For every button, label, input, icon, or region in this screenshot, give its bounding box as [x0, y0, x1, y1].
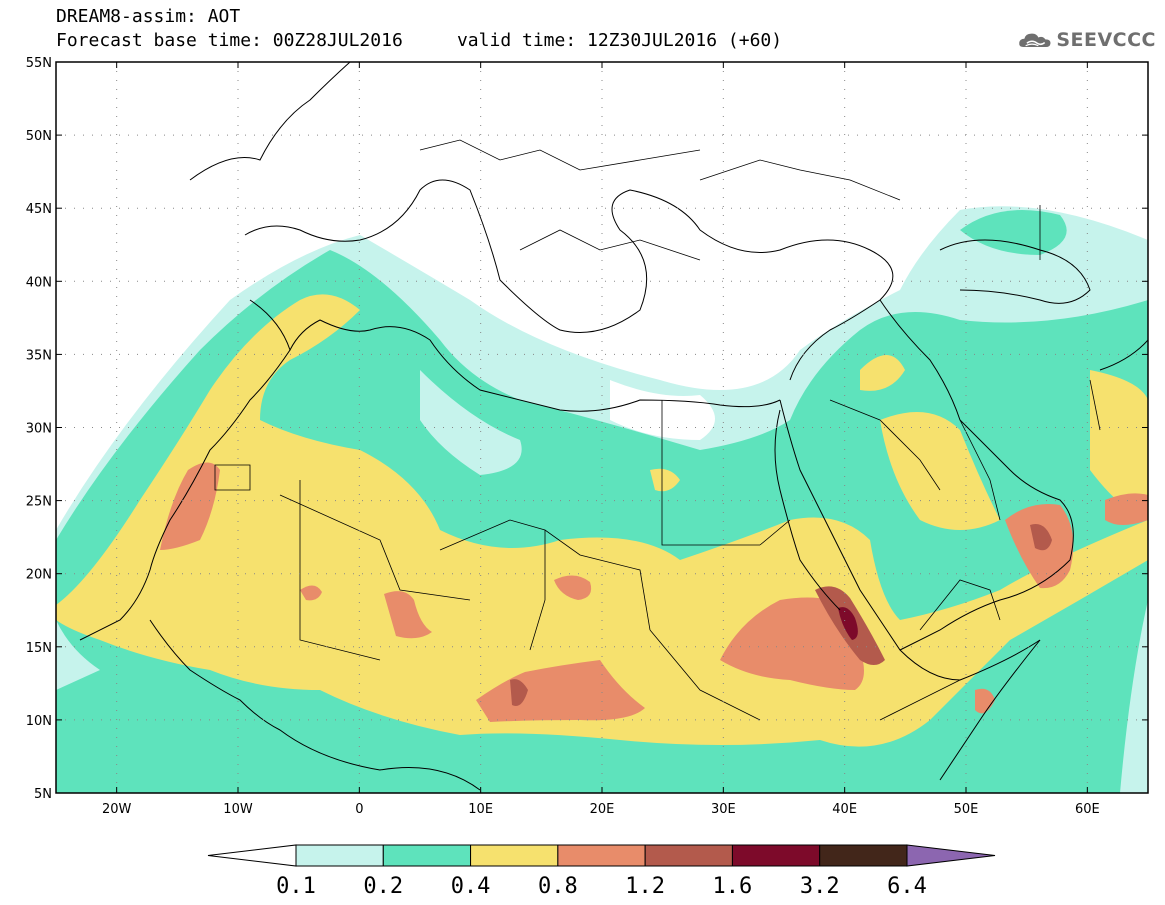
lat-tick-label: 40N	[26, 275, 52, 290]
colorbar-segment	[295, 844, 384, 867]
lat-tick-label: 45N	[26, 202, 52, 217]
lat-tick-label: 50N	[26, 129, 52, 144]
logo-text: SEEVCCC	[1056, 29, 1156, 51]
lat-tick-label: 5N	[34, 787, 52, 802]
aot-contour-0-8	[160, 462, 1148, 722]
colorbar-labels: 0.1 0.2 0.4 0.8 1.2 1.6 3.2 6.4	[276, 874, 927, 899]
colorbar-segment	[470, 844, 559, 867]
lon-tick-label: 60E	[1075, 802, 1100, 817]
aot-contour-1-6	[838, 607, 858, 640]
colorbar-under-arrow	[207, 844, 297, 867]
colorbar-label: 0.8	[538, 874, 578, 899]
colorbar-label: 0.2	[363, 874, 403, 899]
lon-tick-label: 0	[355, 802, 363, 817]
lon-tick-label: 10E	[468, 802, 493, 817]
colorbar	[207, 844, 996, 867]
forecast-time-subtitle: Forecast base time: 00Z28JUL2016 valid t…	[56, 30, 783, 51]
colorbar-label: 0.4	[451, 874, 491, 899]
lat-lon-grid	[56, 62, 1148, 793]
longitude-labels: 20W 10W 0 10E 20E 30E 40E 50E 60E	[102, 802, 1100, 817]
colorbar-over-arrow	[906, 844, 996, 867]
lat-tick-label: 20N	[26, 568, 52, 583]
lon-tick-label: 20E	[590, 802, 615, 817]
colorbar-label: 1.6	[713, 874, 753, 899]
lat-tick-label: 25N	[26, 495, 52, 510]
lat-tick-label: 10N	[26, 714, 52, 729]
seevccc-logo: SEEVCCC	[1018, 24, 1156, 56]
lon-tick-label: 50E	[954, 802, 979, 817]
lon-tick-label: 10W	[223, 802, 253, 817]
colorbar-segment	[731, 844, 821, 867]
lat-tick-label: 35N	[26, 348, 52, 363]
colorbar-segment	[382, 844, 472, 867]
lon-tick-label: 30E	[711, 802, 736, 817]
colorbar-label: 6.4	[887, 874, 927, 899]
lon-tick-label: 40E	[832, 802, 857, 817]
aot-contour-0-4	[56, 294, 1148, 747]
axis-ticks	[56, 61, 1148, 794]
cloud-logo-icon	[1019, 33, 1051, 47]
country-borders	[214, 139, 1101, 721]
coastlines	[79, 62, 1148, 791]
lat-tick-label: 15N	[26, 641, 52, 656]
colorbar-segment	[644, 844, 733, 867]
colorbar-segment	[557, 844, 646, 867]
colorbar-segment	[819, 844, 908, 867]
colorbar-label: 0.1	[276, 874, 316, 899]
latitude-labels: 55N 50N 45N 40N 35N 30N 25N 20N 15N 10N 5N	[26, 56, 52, 802]
lon-tick-label: 20W	[102, 802, 132, 817]
colorbar-label: 3.2	[800, 874, 840, 899]
map-title: DREAM8-assim: AOT	[56, 6, 241, 27]
lat-tick-label: 55N	[26, 56, 52, 71]
colorbar-label: 1.2	[625, 874, 665, 899]
lat-tick-label: 30N	[26, 422, 52, 437]
